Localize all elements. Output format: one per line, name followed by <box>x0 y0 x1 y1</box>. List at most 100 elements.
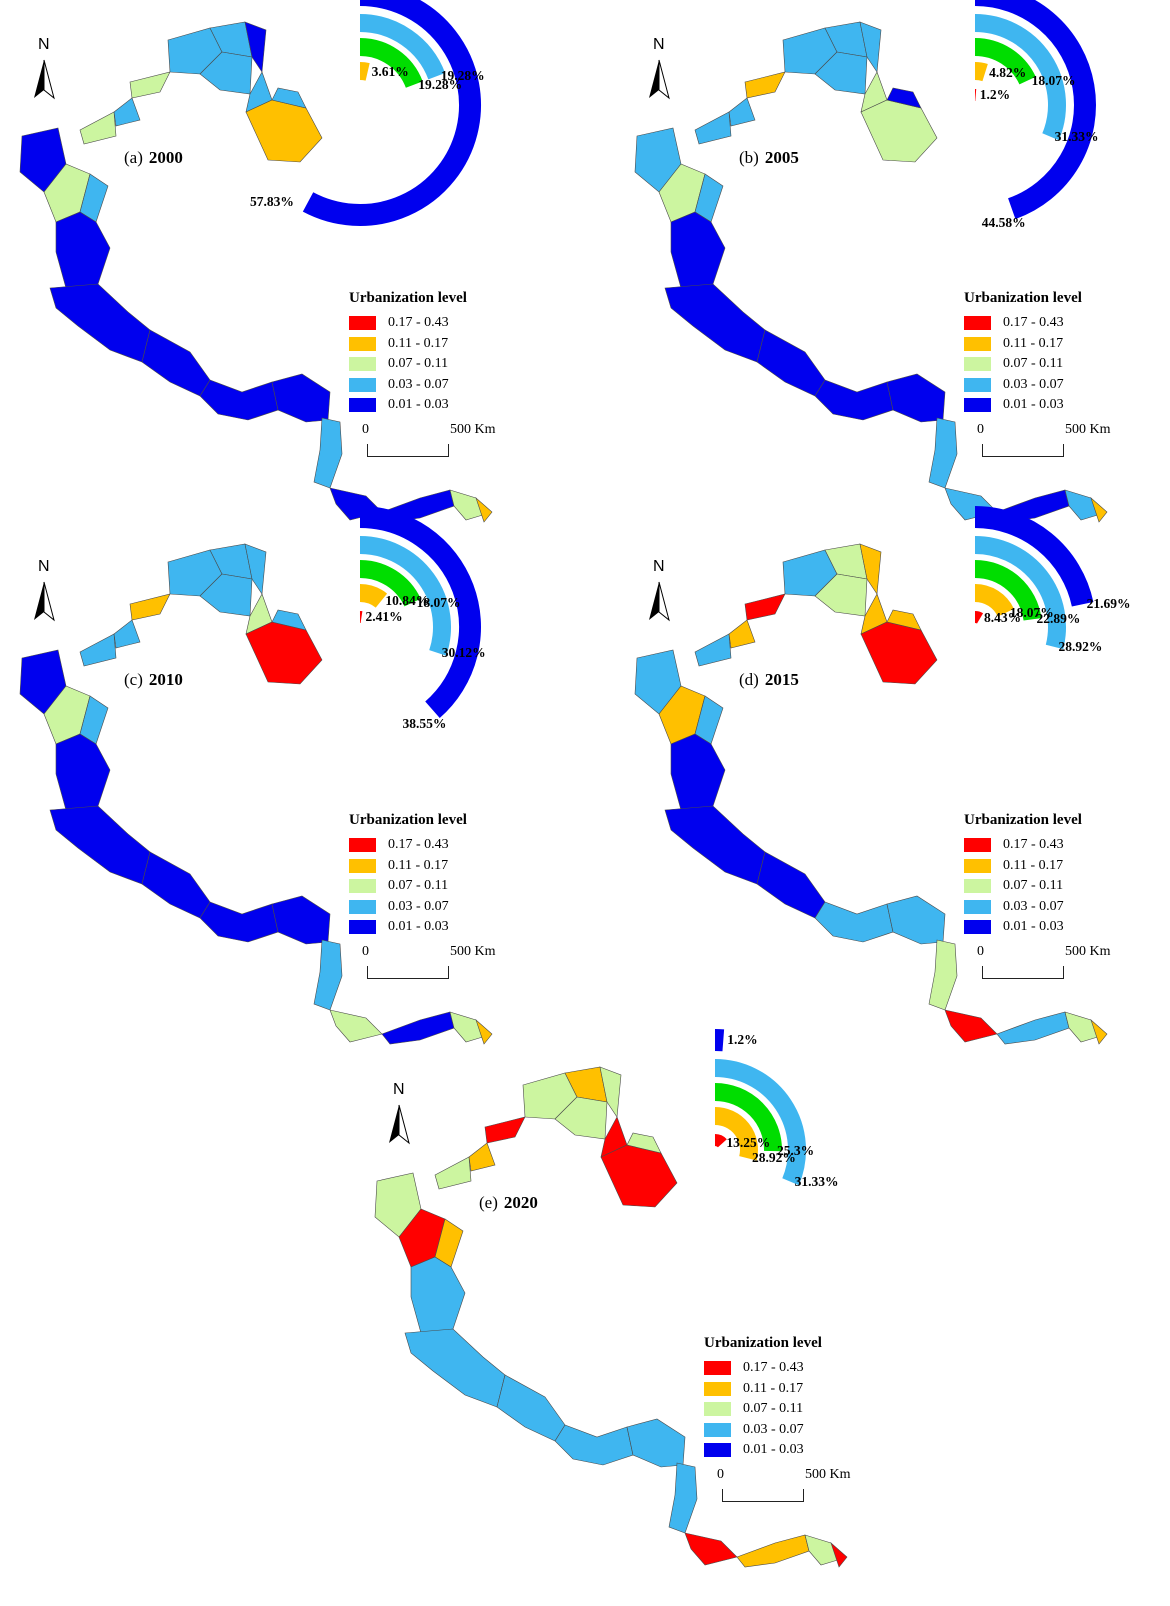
legend-label: 0.07 - 0.11 <box>388 356 449 372</box>
legend-item: 0.17 - 0.43 <box>964 835 1144 856</box>
legend-swatch <box>964 838 991 853</box>
map-panel-2015: (d) 2015 N Urbanization level 0.17 - 0.43 0… <box>615 506 1170 1057</box>
county-polygon <box>410 1256 466 1334</box>
legend-swatch <box>964 398 991 413</box>
county-polygon <box>728 97 756 127</box>
legend-item: 0.11 - 0.17 <box>349 334 529 355</box>
legend-item: 0.01 - 0.03 <box>704 1440 884 1461</box>
county-polygon <box>475 497 493 523</box>
legend-label: 0.01 - 0.03 <box>1003 397 1064 413</box>
region-map <box>634 543 1108 1045</box>
legend-item: 0.03 - 0.07 <box>964 375 1144 396</box>
legend-swatch <box>349 316 376 331</box>
legend-label: 0.17 - 0.43 <box>388 837 449 853</box>
north-arrow-icon: N <box>643 36 683 106</box>
legend-title: Urbanization level <box>964 812 1082 828</box>
legend-item: 0.07 - 0.11 <box>964 876 1144 897</box>
legend-swatch <box>964 920 991 935</box>
county-polygon <box>79 111 117 145</box>
ring-chart <box>359 506 481 719</box>
north-arrow-icon: N <box>28 36 68 106</box>
ring-arc-4 <box>974 14 1066 141</box>
share-label: 1.2% <box>727 1032 758 1048</box>
north-arrow-icon: N <box>643 558 683 628</box>
legend-label: 0.17 - 0.43 <box>388 315 449 331</box>
county-polygon <box>475 1019 493 1045</box>
legend-swatch <box>349 357 376 372</box>
panel-title: (e) 2020 <box>479 1193 538 1212</box>
county-polygon <box>79 633 117 667</box>
legend-label: 0.03 - 0.07 <box>743 1421 804 1437</box>
legend-label: 0.07 - 0.11 <box>388 878 449 894</box>
ring-arc-2 <box>359 584 388 608</box>
ring-arc-3 <box>359 38 423 89</box>
legend-swatch <box>349 838 376 853</box>
legend-item: 0.01 - 0.03 <box>964 917 1144 938</box>
legend: Urbanization level 0.17 - 0.43 0.11 - 0.17… <box>349 290 529 416</box>
ring-arc-4 <box>359 14 446 80</box>
legend-item: 0.11 - 0.17 <box>349 856 529 877</box>
ring-chart <box>974 506 1094 650</box>
ring-chart <box>974 0 1096 220</box>
legend-label: 0.03 - 0.07 <box>388 898 449 914</box>
legend-swatch <box>349 398 376 413</box>
county-polygon <box>468 1142 496 1172</box>
ring-arc-4 <box>714 1059 806 1186</box>
share-label: 18.07% <box>416 594 461 610</box>
legend-title: Urbanization level <box>964 290 1082 306</box>
legend-item: 0.07 - 0.11 <box>964 354 1144 375</box>
legend-label: 0.01 - 0.03 <box>388 919 449 935</box>
ring-arc-3 <box>714 1083 782 1152</box>
county-polygon <box>113 97 141 127</box>
county-polygon <box>1064 489 1102 521</box>
legend: Urbanization level 0.17 - 0.43 0.11 - 0.17… <box>964 812 1144 938</box>
scale-bar: 0 500 Km <box>362 422 502 472</box>
county-polygon <box>434 1156 472 1190</box>
county-polygon <box>271 609 307 631</box>
county-polygon <box>670 733 726 811</box>
ring-arc-4 <box>359 536 451 656</box>
county-polygon <box>670 211 726 289</box>
legend-swatch <box>964 899 991 914</box>
panel-title: (a) 2000 <box>124 148 183 167</box>
legend-swatch <box>704 1361 731 1376</box>
legend-item: 0.17 - 0.43 <box>349 835 529 856</box>
share-label: 30.12% <box>441 644 486 660</box>
legend-item: 0.01 - 0.03 <box>349 917 529 938</box>
legend-swatch <box>964 879 991 894</box>
county-polygon <box>886 609 922 631</box>
north-arrow-icon: N <box>383 1081 423 1151</box>
region-map <box>19 543 493 1045</box>
county-polygon <box>129 71 171 99</box>
legend: Urbanization level 0.17 - 0.43 0.11 - 0.17… <box>349 812 529 938</box>
county-polygon <box>449 489 487 521</box>
legend-label: 0.11 - 0.17 <box>1003 857 1064 873</box>
legend-swatch <box>349 377 376 392</box>
scale-bar: 0 500 Km <box>977 944 1117 994</box>
county-polygon <box>944 1009 998 1043</box>
legend-item: 0.01 - 0.03 <box>964 395 1144 416</box>
share-label: 31.33% <box>794 1173 839 1189</box>
legend-label: 0.11 - 0.17 <box>388 857 449 873</box>
share-label: 57.83% <box>250 193 294 209</box>
legend-swatch <box>704 1443 731 1458</box>
county-polygon <box>886 87 922 109</box>
legend-swatch <box>349 858 376 873</box>
share-label: 21.69% <box>1086 596 1131 612</box>
ring-arc-5 <box>302 0 481 226</box>
share-label: 1.2% <box>979 87 1011 103</box>
legend-swatch <box>964 316 991 331</box>
panel-title: (d) 2015 <box>739 670 799 689</box>
county-polygon <box>329 1009 383 1043</box>
scale-bar: 0 500 Km <box>977 422 1117 472</box>
legend-label: 0.03 - 0.07 <box>1003 898 1064 914</box>
legend-swatch <box>349 879 376 894</box>
legend-item: 0.07 - 0.11 <box>349 876 529 897</box>
legend-title: Urbanization level <box>704 1335 822 1351</box>
share-label: 4.82% <box>989 64 1027 80</box>
county-polygon <box>1090 497 1108 523</box>
ring-arc-2 <box>714 1107 758 1161</box>
county-polygon <box>484 1116 526 1144</box>
county-polygon <box>1090 1019 1108 1045</box>
map-panel-2010: (c) 2010 N Urbanization level 0.17 - 0.43 0… <box>0 506 585 1057</box>
